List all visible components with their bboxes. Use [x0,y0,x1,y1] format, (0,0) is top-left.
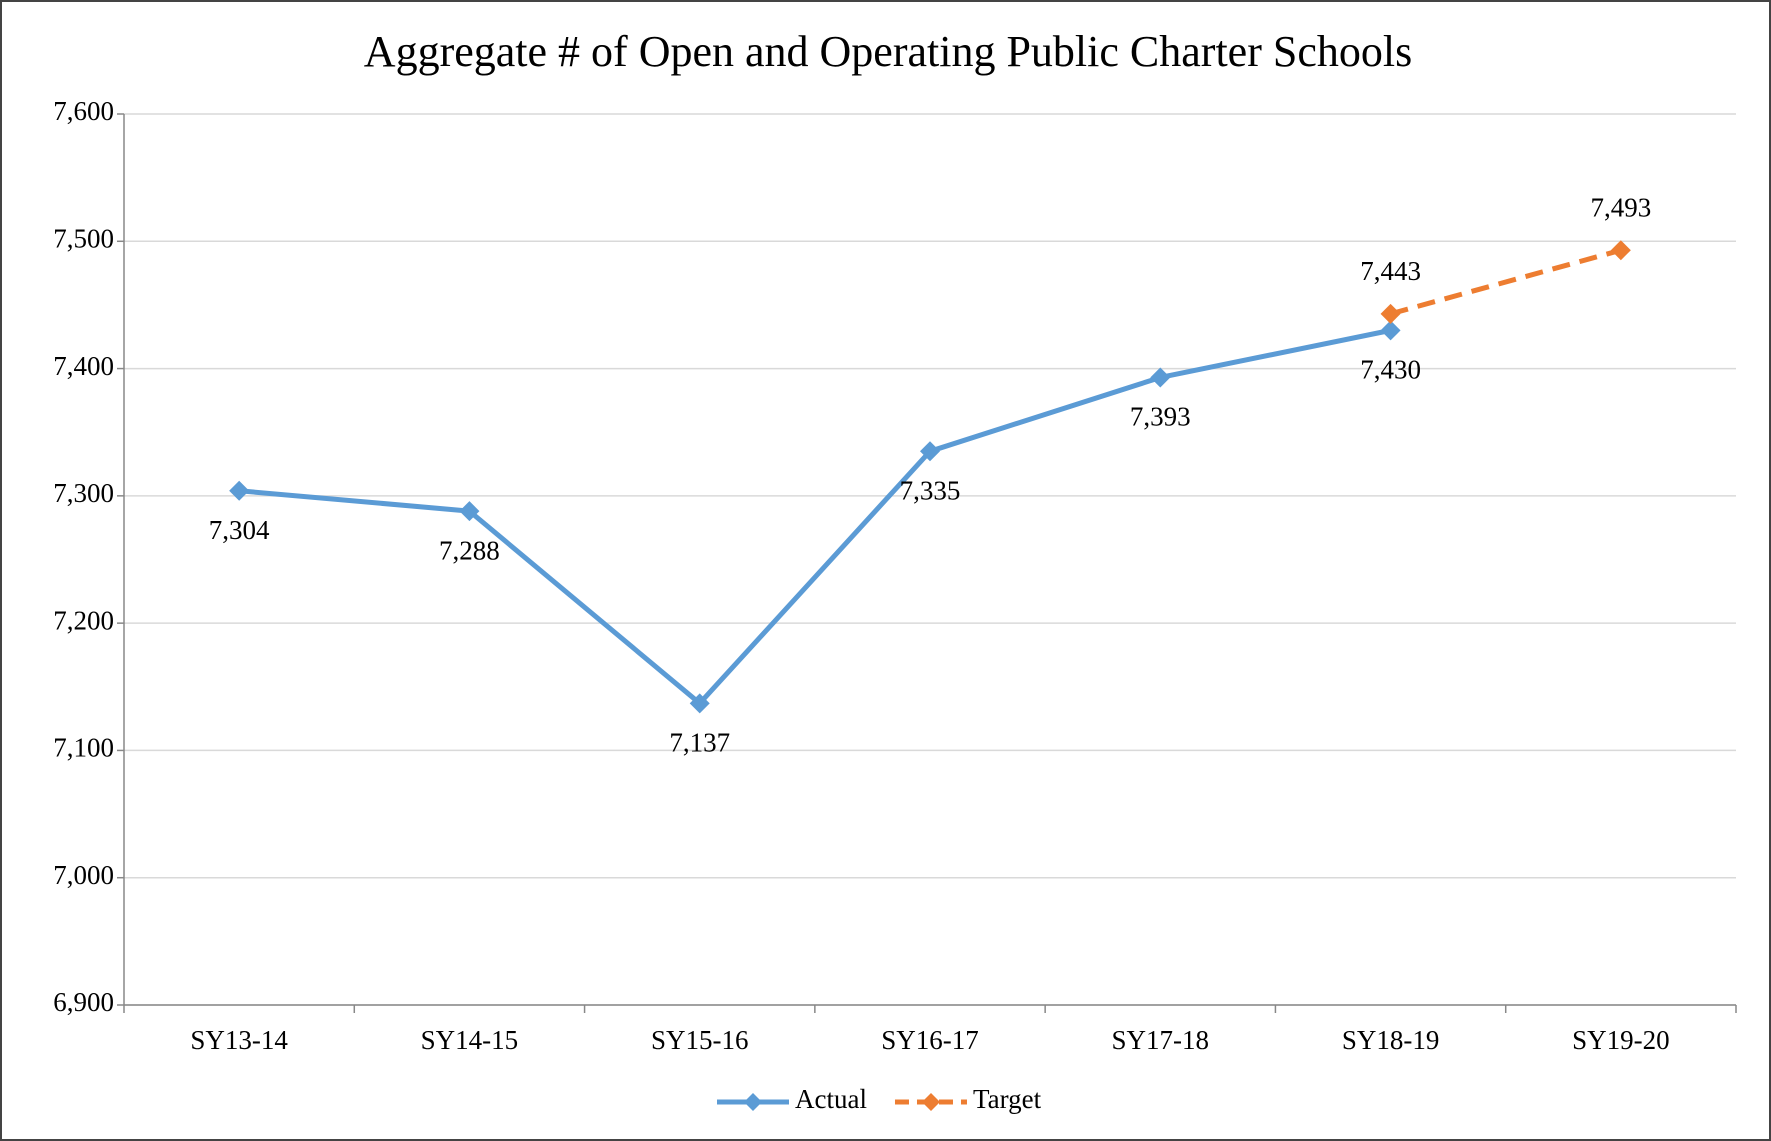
data-label: 7,137 [669,728,730,758]
x-tick-label: SY15-16 [651,1025,749,1055]
legend-label: Actual [795,1084,867,1114]
legend-marker [921,1093,940,1111]
data-point [1150,367,1171,388]
legend-label: Target [973,1084,1042,1114]
data-label: 7,335 [900,476,961,506]
series-line [1389,247,1622,317]
x-tick-label: SY14-15 [421,1025,519,1055]
x-tick-label: SY19-20 [1572,1025,1670,1055]
x-tick-label: SY13-14 [190,1025,288,1055]
data-label: 7,430 [1360,355,1421,385]
data-label: 7,493 [1590,192,1651,222]
data-label: 7,288 [439,535,500,565]
data-point [689,693,710,714]
data-point [920,441,940,462]
series-line [238,327,1392,706]
y-tick-label: 6,900 [53,987,114,1017]
data-point [459,501,480,522]
y-tick-label: 7,600 [53,96,114,126]
data-point [1610,240,1631,261]
x-tick-label: SY16-17 [881,1025,979,1055]
data-label: 7,393 [1130,402,1191,432]
data-point [229,480,250,501]
y-tick-label: 7,100 [53,733,114,763]
data-label: 7,304 [209,515,270,545]
x-tick-label: SY17-18 [1112,1025,1210,1055]
data-point [1380,320,1401,341]
legend-marker [744,1093,762,1111]
y-tick-label: 7,500 [53,223,114,253]
y-tick-label: 7,000 [53,860,114,890]
data-point [1380,303,1401,324]
data-label: 7,443 [1360,256,1421,286]
y-tick-label: 7,400 [53,351,114,381]
y-tick-label: 7,300 [53,478,114,508]
chart-title: Aggregate # of Open and Operating Public… [364,27,1412,76]
x-tick-label: SY18-19 [1342,1025,1440,1055]
y-tick-label: 7,200 [53,605,114,635]
